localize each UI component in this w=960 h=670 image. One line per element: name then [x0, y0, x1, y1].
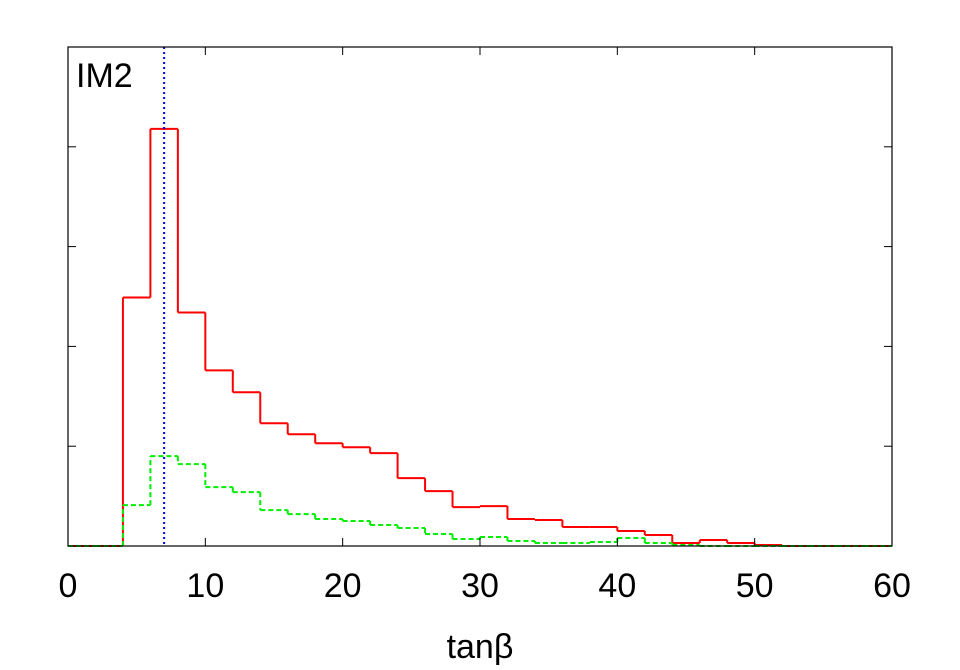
- x-tick-label: 60: [873, 567, 911, 605]
- annotation: IM2: [76, 57, 133, 95]
- x-tick-label: 20: [324, 567, 362, 605]
- x-tick-label: 30: [461, 567, 499, 605]
- x-tick-label: 10: [186, 567, 224, 605]
- x-tick-label: 50: [736, 567, 774, 605]
- x-tick-label: 40: [598, 567, 636, 605]
- plot-frame: [67, 46, 893, 547]
- x-axis-label: tanβ: [447, 628, 514, 665]
- x-tick-label: 0: [59, 567, 78, 605]
